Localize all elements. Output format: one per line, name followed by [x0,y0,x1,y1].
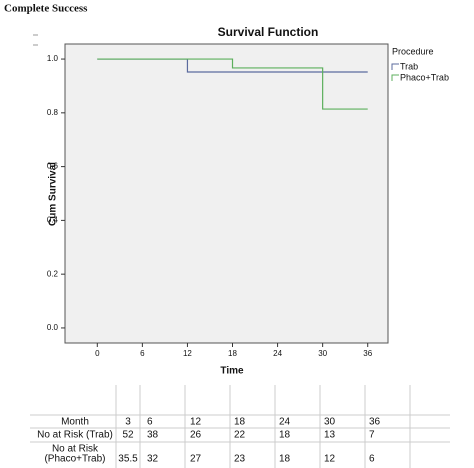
table-cell: 52 [122,430,134,441]
row-label: (Phaco+Trab) [44,454,105,465]
table-cell: 6 [147,417,153,428]
survival-line [97,58,368,110]
y-tick-label: 0.8 [47,108,59,117]
table-cell: 12 [324,454,336,465]
table-cell: 38 [147,430,159,441]
row-label: No at Risk (Trab) [37,430,113,441]
y-tick-label: 0.2 [47,269,59,278]
legend-title: Procedure [392,46,434,56]
x-tick-label: 18 [228,349,237,358]
row-label: Month [61,417,89,428]
row-label: No at Risk [52,444,99,455]
table-cell: 18 [234,417,246,428]
x-tick-label: 30 [318,349,327,358]
table-cell: 13 [324,430,336,441]
table [30,385,450,468]
table-cell: 27 [190,454,202,465]
y-tick-label: 0.0 [47,323,59,332]
y-tick-label: 1.0 [47,54,59,63]
x-tick-label: 36 [363,349,372,358]
table-cell: 32 [147,454,159,465]
legend-swatch [391,74,399,81]
plot-area [64,43,389,344]
y-tick-label: 0.4 [47,215,59,224]
chart-title: Survival Function [218,25,319,39]
table-cell: 12 [190,417,202,428]
x-tick-label: 12 [183,349,192,358]
table-cell: 3 [125,417,131,428]
x-tick-label: 24 [273,349,282,358]
x-tick-label: 0 [95,349,100,358]
table-cell: 6 [369,454,375,465]
x-axis-label: Time [220,366,244,377]
table-cell: 7 [369,430,375,441]
table-cell: 26 [190,430,202,441]
y-axis-label: Cum Survival [48,162,59,226]
x-tick-label: 6 [140,349,145,358]
legend-label: Phaco+Trab [400,72,449,82]
table-cell: 24 [279,417,291,428]
page-title: Complete Success [4,3,88,15]
table-cell: 18 [279,454,291,465]
legend-label: Trab [400,61,418,71]
table-cell: 35.5 [118,454,138,465]
table-cell: 30 [324,417,336,428]
table-cell: 36 [369,417,381,428]
y-tick-label: 0.6 [47,162,59,171]
table-cell: 18 [279,430,291,441]
table-cell: 23 [234,454,246,465]
table-cell: 22 [234,430,246,441]
legend-swatch [391,63,399,70]
